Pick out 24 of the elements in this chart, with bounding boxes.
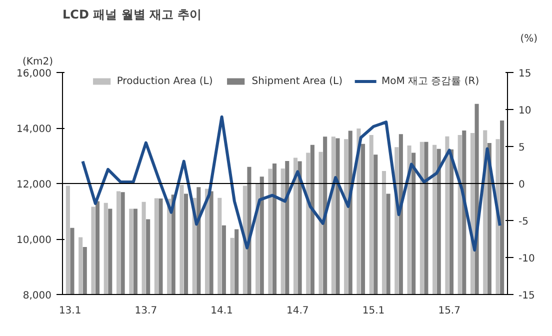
y2-tick-label: 15 xyxy=(518,68,532,80)
y2-tick-label: 10 xyxy=(518,106,532,116)
chart-title: LCD 패널 월별 재고 추이 xyxy=(62,8,202,22)
y-tick-label: 14,000 xyxy=(16,124,52,135)
legend-label: Shipment Area (L) xyxy=(252,76,342,86)
y-axis-title: (Km2) xyxy=(22,56,54,68)
x-tick-label: 13.7 xyxy=(134,306,158,316)
y-tick-label: 12,000 xyxy=(16,180,52,190)
y-tick-label: 8,000 xyxy=(22,290,52,302)
y2-axis-title: (%) xyxy=(520,34,538,44)
y2-tick-label: -5 xyxy=(518,216,528,228)
y2-tick-label: 0 xyxy=(518,180,525,190)
x-tick-label: 15.1 xyxy=(362,306,385,316)
y2-tick-label: -15 xyxy=(518,290,535,302)
y-tick-label: 16,000 xyxy=(16,68,52,80)
x-tick-label: 15.7 xyxy=(438,306,460,316)
x-tick-label: 14.1 xyxy=(210,306,233,316)
x-tick-label: 13.1 xyxy=(58,306,82,316)
y-tick-label: 10,000 xyxy=(16,235,52,246)
x-tick-label: 14.7 xyxy=(286,306,309,316)
legend-label: Production Area (L) xyxy=(116,76,213,86)
y2-tick-label: -10 xyxy=(518,254,535,264)
y2-tick-label: 5 xyxy=(518,142,525,154)
legend-label: MoM 재고 증감률 (R) xyxy=(382,75,480,88)
